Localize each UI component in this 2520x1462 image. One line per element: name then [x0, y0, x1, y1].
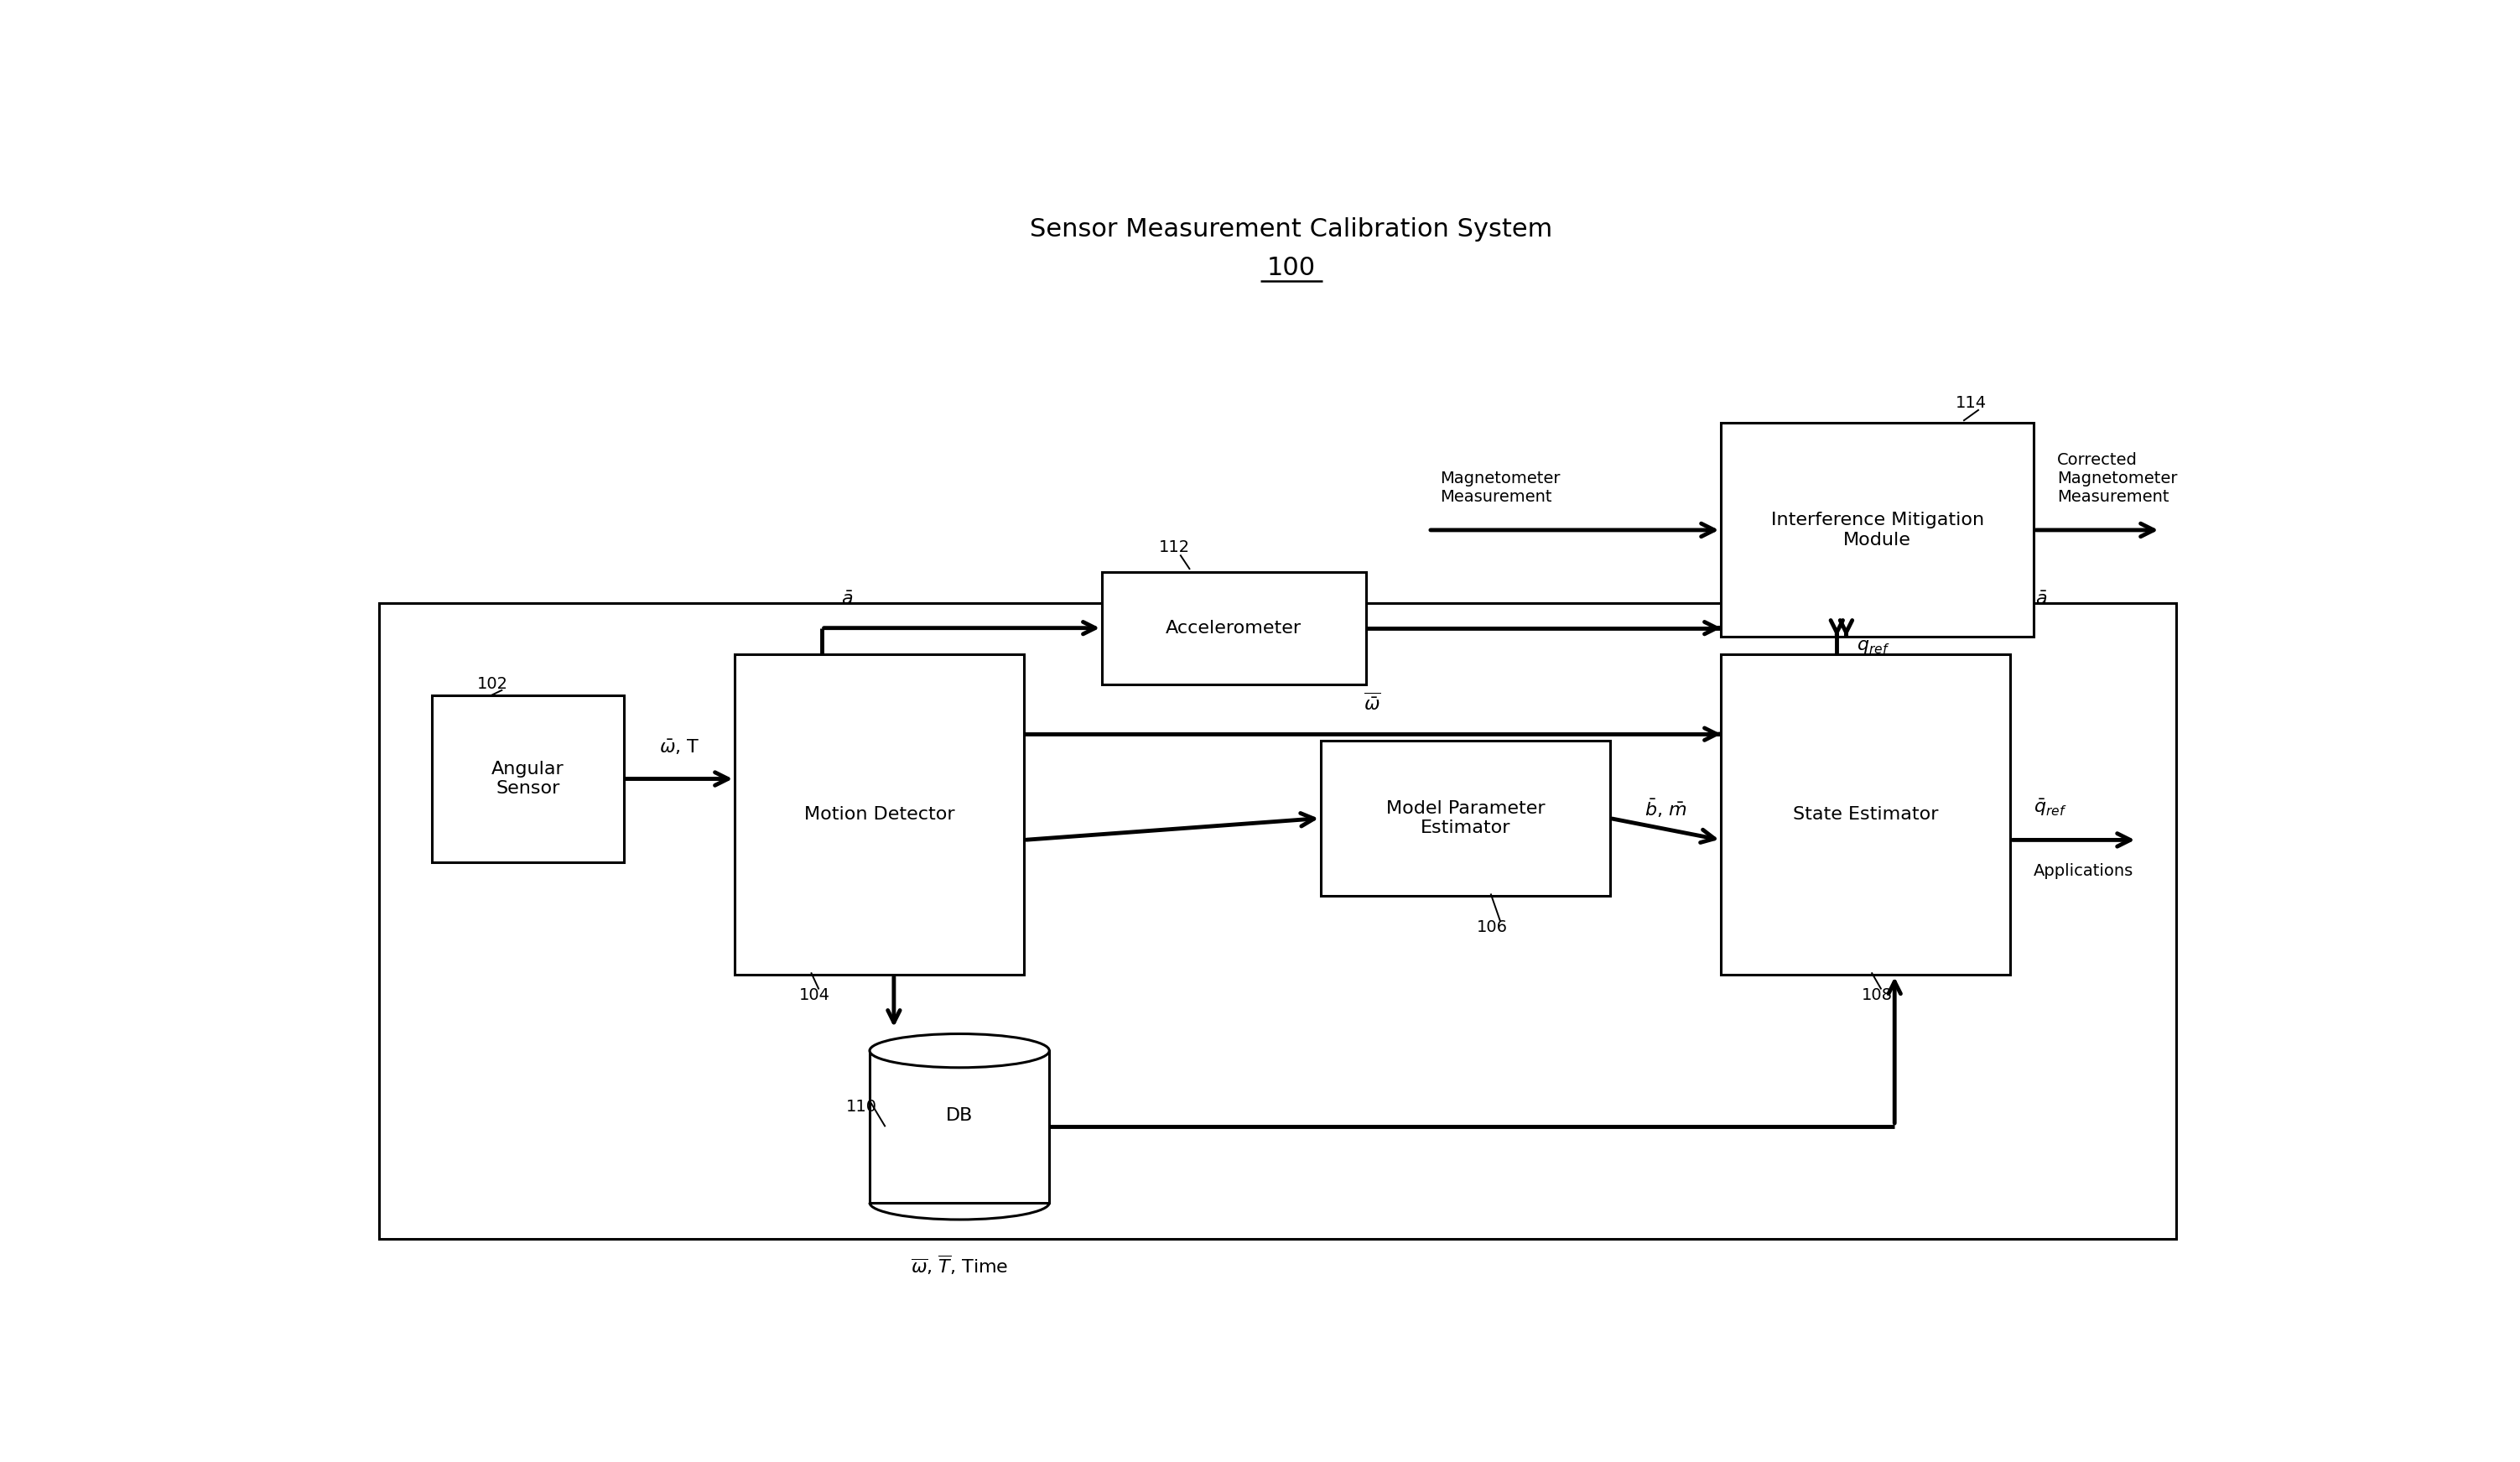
- Text: $\overline{\bar{\omega}}$: $\overline{\bar{\omega}}$: [1363, 693, 1381, 713]
- Text: 102: 102: [476, 677, 509, 692]
- Bar: [869, 1051, 1048, 1203]
- Text: Applications: Applications: [2034, 864, 2134, 880]
- Text: $\bar{a}$: $\bar{a}$: [2036, 591, 2046, 608]
- Text: Angular
Sensor: Angular Sensor: [491, 760, 564, 797]
- Text: $\overline{\omega}$, $\overline{T}$, Time: $\overline{\omega}$, $\overline{T}$, Tim…: [910, 1253, 1008, 1276]
- Text: 110: 110: [847, 1098, 877, 1114]
- Text: $\bar{a}$: $\bar{a}$: [842, 591, 854, 608]
- Bar: [381, 604, 2177, 1240]
- Text: Model Parameter
Estimator: Model Parameter Estimator: [1386, 800, 1545, 836]
- Ellipse shape: [869, 1034, 1048, 1067]
- Text: 106: 106: [1477, 920, 1507, 936]
- Text: State Estimator: State Estimator: [1792, 806, 1938, 823]
- Bar: [1101, 572, 1366, 684]
- Text: Motion Detector: Motion Detector: [804, 806, 955, 823]
- Text: $\bar{\omega}$, T: $\bar{\omega}$, T: [658, 737, 701, 756]
- Text: Sensor Measurement Calibration System: Sensor Measurement Calibration System: [1031, 218, 1552, 241]
- Text: Interference Mitigation
Module: Interference Mitigation Module: [1772, 512, 1983, 548]
- Text: 100: 100: [1268, 256, 1315, 279]
- Text: Corrected
Magnetometer
Measurement: Corrected Magnetometer Measurement: [2056, 452, 2177, 506]
- Text: 114: 114: [1956, 395, 1986, 411]
- Bar: [1721, 423, 2034, 637]
- Text: $\bar{q}_{ref}$: $\bar{q}_{ref}$: [2034, 797, 2066, 817]
- Text: 112: 112: [1159, 539, 1189, 556]
- Text: Magnetometer
Measurement: Magnetometer Measurement: [1439, 471, 1560, 506]
- Text: $\bar{b}$, $\bar{m}$: $\bar{b}$, $\bar{m}$: [1646, 798, 1686, 820]
- Text: Accelerometer: Accelerometer: [1167, 620, 1303, 636]
- Text: DB: DB: [945, 1107, 973, 1124]
- Bar: [1721, 654, 2011, 975]
- Bar: [736, 654, 1023, 975]
- Bar: [1320, 741, 1610, 896]
- Text: 108: 108: [1862, 987, 1893, 1003]
- Text: $\bar{q}_{ref}$: $\bar{q}_{ref}$: [1857, 635, 1890, 655]
- Bar: [433, 696, 622, 863]
- Text: 104: 104: [799, 987, 832, 1003]
